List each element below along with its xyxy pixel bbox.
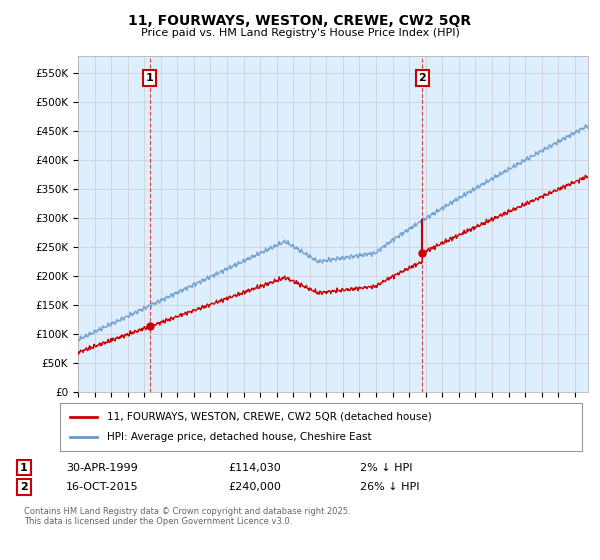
Text: Contains HM Land Registry data © Crown copyright and database right 2025.
This d: Contains HM Land Registry data © Crown c… xyxy=(24,507,350,526)
Text: 30-APR-1999: 30-APR-1999 xyxy=(66,463,138,473)
Text: 1: 1 xyxy=(146,73,154,83)
Text: 11, FOURWAYS, WESTON, CREWE, CW2 5QR: 11, FOURWAYS, WESTON, CREWE, CW2 5QR xyxy=(128,14,472,28)
Text: 2: 2 xyxy=(418,73,426,83)
Text: 2% ↓ HPI: 2% ↓ HPI xyxy=(360,463,413,473)
Text: 16-OCT-2015: 16-OCT-2015 xyxy=(66,482,139,492)
Text: 1: 1 xyxy=(20,463,28,473)
Text: £114,030: £114,030 xyxy=(228,463,281,473)
Text: Price paid vs. HM Land Registry's House Price Index (HPI): Price paid vs. HM Land Registry's House … xyxy=(140,28,460,38)
Text: 11, FOURWAYS, WESTON, CREWE, CW2 5QR (detached house): 11, FOURWAYS, WESTON, CREWE, CW2 5QR (de… xyxy=(107,412,432,422)
Text: HPI: Average price, detached house, Cheshire East: HPI: Average price, detached house, Ches… xyxy=(107,432,371,442)
Text: 26% ↓ HPI: 26% ↓ HPI xyxy=(360,482,419,492)
Text: £240,000: £240,000 xyxy=(228,482,281,492)
Text: 2: 2 xyxy=(20,482,28,492)
